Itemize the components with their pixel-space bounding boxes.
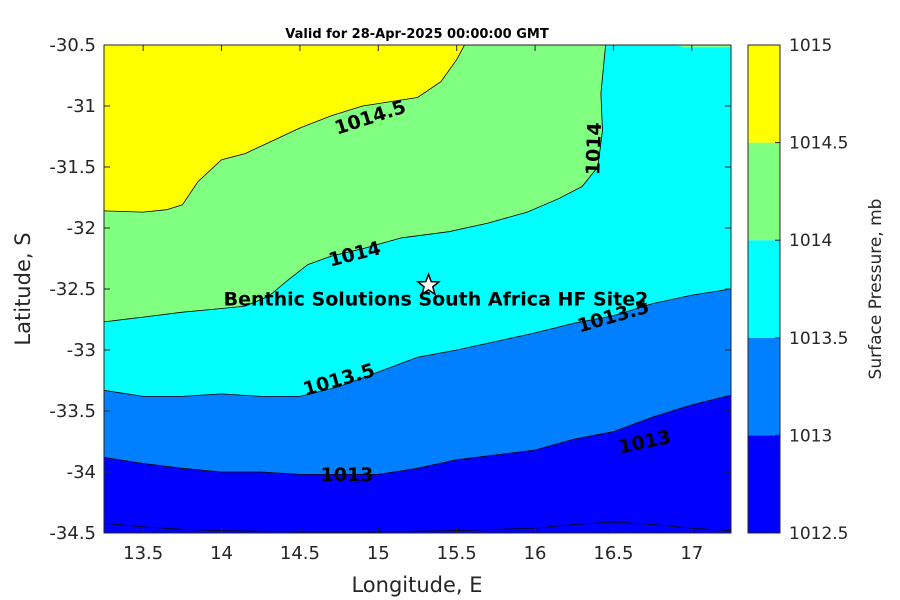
- contour-line-1014: [104, 45, 606, 323]
- colorbar-segment: [748, 142, 780, 241]
- x-tick-label: 14.5: [280, 543, 320, 564]
- x-tick-label: 16: [524, 543, 547, 564]
- y-tick-label: -32: [67, 218, 96, 239]
- x-axis: 13.5 14 14.5 15 15.5 16 16.5 17: [123, 45, 703, 564]
- colorbar-segment: [748, 45, 780, 143]
- fill-band-1014-corner: [676, 45, 731, 48]
- x-tick-label: 15.5: [437, 543, 477, 564]
- colorbar-segment: [748, 337, 780, 436]
- contour-line-1013: [104, 394, 731, 475]
- colorbar: 1012.5 1013 1013.5 1014 1014.5 1015: [747, 36, 848, 544]
- contour-label: 1013: [321, 464, 374, 486]
- colorbar-tick-label: 1013: [789, 426, 832, 446]
- colorbar-tick-label: 1014.5: [789, 134, 848, 154]
- contour-line-1013.5: [104, 288, 731, 397]
- y-tick-label: -30.5: [49, 35, 96, 56]
- site-marker: Benthic Solutions South Africa HF Site2: [224, 272, 649, 310]
- x-tick-label: 14: [210, 543, 233, 564]
- y-tick-label: -31: [67, 96, 96, 117]
- y-tick-label: -31.5: [49, 157, 96, 178]
- x-axis-label: Longitude, E: [351, 573, 482, 597]
- colorbar-segment: [748, 435, 780, 533]
- colorbar-tick-label: 1015: [789, 36, 832, 56]
- y-tick-label: -33: [67, 340, 96, 361]
- colorbar-label: Surface Pressure, mb: [866, 199, 886, 380]
- y-tick-label: -33.5: [49, 401, 96, 422]
- colorbar-segment: [748, 240, 780, 338]
- x-tick-label: 16.5: [593, 543, 633, 564]
- y-tick-label: -34.5: [49, 523, 96, 544]
- chart-title: Valid for 28-Apr-2025 00:00:00 GMT: [285, 27, 549, 42]
- contour-line-1014.5: [104, 45, 465, 213]
- colorbar-tick-label: 1012.5: [789, 524, 848, 544]
- site-star-icon: [415, 272, 441, 296]
- y-tick-label: -34: [67, 462, 96, 483]
- x-tick-label: 15: [367, 543, 390, 564]
- y-axis-label: Latitude, S: [11, 232, 35, 345]
- colorbar-frame: [747, 44, 781, 534]
- fill-band-1012.5-1013: [104, 395, 731, 533]
- x-tick-label: 17: [680, 543, 703, 564]
- contour-fills: [104, 45, 731, 533]
- contour-label: 1014: [582, 122, 606, 176]
- site-label: Benthic Solutions South Africa HF Site2: [224, 288, 649, 310]
- colorbar-tick-label: 1014: [789, 231, 832, 251]
- y-tick-label: -32.5: [49, 279, 96, 300]
- colorbar-tick-label: 1013.5: [789, 329, 848, 349]
- fill-band-1014.5-1015: [104, 45, 465, 213]
- y-axis: -30.5 -31 -31.5 -32 -32.5 -33 -33.5 -34 -34.5: [49, 35, 731, 544]
- x-tick-label: 13.5: [123, 543, 163, 564]
